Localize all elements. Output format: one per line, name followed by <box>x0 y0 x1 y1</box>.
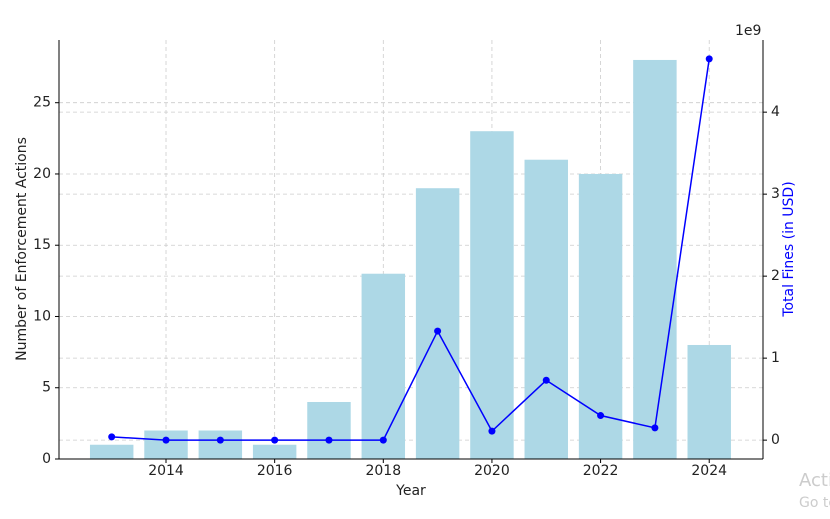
y2-tick-label: 2 <box>771 268 780 284</box>
line-point <box>651 424 659 432</box>
line-point <box>597 412 605 420</box>
x-tick-label: 2014 <box>148 463 184 479</box>
line <box>111 58 710 441</box>
bar <box>633 59 677 459</box>
bar <box>89 444 134 459</box>
bar <box>144 430 188 459</box>
line-point <box>379 436 387 444</box>
y-tick-label: 5 <box>42 380 51 396</box>
line-point <box>542 376 550 384</box>
y-tick-label: 15 <box>33 237 51 253</box>
y2-tick-label: 0 <box>771 432 780 448</box>
x-tick-label: 2024 <box>691 463 727 479</box>
bar <box>252 444 297 459</box>
x-tick-label: 2016 <box>257 463 293 479</box>
y2-offset-label: 1e9 <box>735 23 761 39</box>
x-axis-label: Year <box>395 483 426 499</box>
x-tick-label: 2018 <box>365 463 401 479</box>
bar <box>470 131 514 460</box>
line-point <box>162 436 170 444</box>
line-point <box>271 436 279 444</box>
line-point <box>434 327 442 335</box>
y-tick-label: 0 <box>42 451 51 467</box>
bar <box>415 188 460 459</box>
x-tick-label: 2020 <box>474 463 510 479</box>
x-tick-label: 2022 <box>583 463 619 479</box>
watermark: Acti <box>799 470 830 491</box>
line-point <box>216 436 224 444</box>
y2-tick-label: 1 <box>771 350 780 366</box>
watermark: Go to <box>799 495 830 511</box>
y2-tick-label: 4 <box>771 104 780 120</box>
bar <box>198 430 243 459</box>
bar <box>361 273 406 459</box>
line-point <box>108 433 116 441</box>
bar <box>524 159 568 459</box>
y-axis-label: Number of Enforcement Actions <box>14 137 30 361</box>
y2-tick-label: 3 <box>771 186 780 202</box>
y-tick-label: 10 <box>33 308 51 324</box>
line-point <box>325 436 333 444</box>
line-point <box>705 55 713 63</box>
y2-axis-label: Total Fines (in USD) <box>781 181 797 317</box>
y-tick-label: 20 <box>33 166 51 182</box>
bar <box>578 173 623 459</box>
bar <box>687 344 731 459</box>
line-point <box>488 427 496 435</box>
bar <box>307 401 351 459</box>
y-tick-label: 25 <box>33 95 51 111</box>
